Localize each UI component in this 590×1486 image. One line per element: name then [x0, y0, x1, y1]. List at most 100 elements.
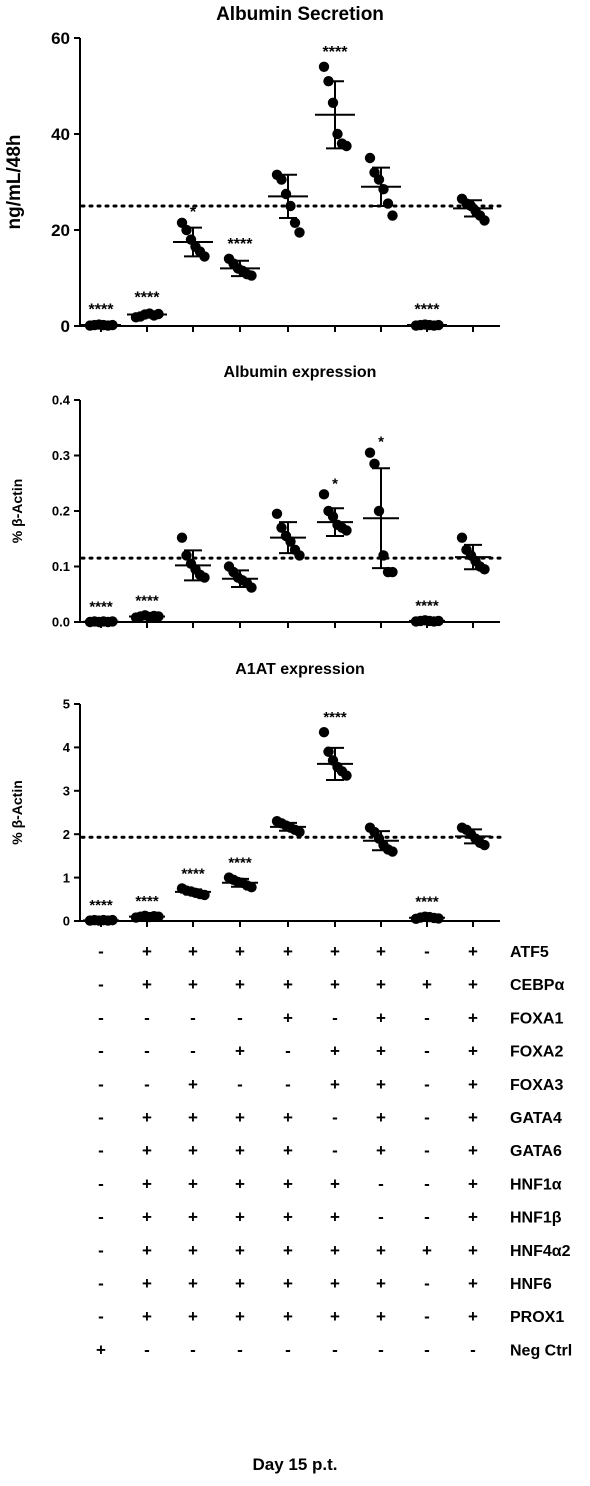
- data-point: [289, 217, 301, 228]
- group-8: ****: [409, 894, 445, 925]
- factor-row: - + + + + - + - + GATA6: [98, 1141, 562, 1160]
- group-6: ****: [315, 44, 355, 152]
- data-point: [332, 128, 343, 140]
- plus-mark: +: [188, 1174, 198, 1193]
- plus-mark: +: [468, 1042, 478, 1061]
- significance-label: ****: [181, 865, 205, 882]
- factor-row: - - - - + - + - + FOXA1: [98, 1008, 563, 1027]
- plus-mark: +: [468, 1108, 478, 1127]
- plus-mark: +: [376, 1042, 386, 1061]
- group-9: [453, 193, 493, 226]
- data-point: [318, 61, 330, 72]
- minus-mark: -: [378, 1208, 384, 1227]
- plus-mark: +: [330, 1042, 340, 1061]
- data-point: [181, 224, 192, 236]
- minus-mark: -: [424, 1340, 430, 1359]
- plus-mark: +: [188, 1274, 198, 1293]
- plus-mark: +: [235, 1307, 245, 1326]
- plus-mark: +: [188, 1075, 198, 1094]
- plus-mark: +: [283, 1241, 293, 1260]
- data-point: [246, 881, 257, 893]
- footer-label: Day 15 p.t.: [252, 1455, 337, 1474]
- minus-mark: -: [98, 1075, 104, 1094]
- plus-mark: +: [188, 1307, 198, 1326]
- plus-mark: +: [235, 1108, 245, 1127]
- plus-mark: +: [468, 1208, 478, 1227]
- data-point: [199, 251, 210, 262]
- plus-mark: +: [188, 1208, 198, 1227]
- group-4: ****: [220, 236, 260, 281]
- data-point: [294, 550, 305, 561]
- data-point: [276, 174, 287, 185]
- minus-mark: -: [98, 1042, 104, 1061]
- factor-row: - + + + + - + - + GATA4: [98, 1108, 562, 1127]
- factor-label: HNF1β: [510, 1210, 562, 1227]
- factor-row: - + + + + + + + + CEBPα: [98, 975, 564, 994]
- factor-label: PROX1: [510, 1309, 564, 1326]
- plus-mark: +: [330, 1274, 340, 1293]
- minus-mark: -: [424, 1208, 430, 1227]
- plus-mark: +: [188, 942, 198, 961]
- plus-mark: +: [188, 1108, 198, 1127]
- y-tick-label: 1: [63, 870, 70, 885]
- minus-mark: -: [237, 1075, 243, 1094]
- chart-title: Albumin Secretion: [216, 4, 384, 25]
- y-axis-label: ng/mL/48h: [4, 134, 25, 229]
- group-2: ****: [127, 290, 167, 323]
- factor-row: - + + + + + + + + HNF4α2: [98, 1241, 570, 1260]
- plus-mark: +: [235, 975, 245, 994]
- data-point: [318, 727, 330, 738]
- plus-mark: +: [235, 942, 245, 961]
- minus-mark: -: [98, 1241, 104, 1260]
- significance-label: *: [332, 475, 338, 492]
- significance-label: ****: [89, 302, 115, 319]
- significance-label: ****: [415, 302, 441, 319]
- plus-mark: +: [283, 1008, 293, 1027]
- significance-label: ****: [89, 598, 113, 615]
- factor-matrix: - + + + + + + - + ATF5 - + + + + + + + + CEBPα - - - - + - + - + FOXA…: [96, 942, 572, 1359]
- minus-mark: -: [237, 1340, 243, 1359]
- group-2: ****: [129, 592, 165, 623]
- factor-row: - + + + + + - - + HNF1β: [98, 1208, 562, 1227]
- data-point: [378, 550, 389, 561]
- data-point: [341, 770, 352, 781]
- minus-mark: -: [144, 1042, 150, 1061]
- data-point: [456, 532, 468, 543]
- data-point: [479, 215, 490, 226]
- plus-mark: +: [376, 975, 386, 994]
- plus-mark: +: [235, 1274, 245, 1293]
- data-point: [246, 582, 257, 593]
- minus-mark: -: [98, 1174, 104, 1193]
- minus-mark: -: [190, 1008, 196, 1027]
- plus-mark: +: [468, 1008, 478, 1027]
- data-point: [479, 839, 490, 851]
- minus-mark: -: [332, 1108, 338, 1127]
- panel-a1at-expression: A1AT expression % β-Actin 0 1 2 3 4 5 **** **** **…: [9, 661, 502, 929]
- data-point: [181, 550, 192, 561]
- data-point: [382, 198, 394, 209]
- data-point: [341, 525, 352, 536]
- plus-mark: +: [235, 1042, 245, 1061]
- factor-row: + - - - - - - - - Neg Ctrl: [96, 1340, 572, 1359]
- minus-mark: -: [144, 1340, 150, 1359]
- data-point: [285, 200, 296, 212]
- y-tick-label: 0.1: [52, 559, 70, 574]
- minus-mark: -: [424, 1174, 430, 1193]
- minus-mark: -: [424, 1108, 430, 1127]
- data-point: [378, 184, 389, 195]
- plus-mark: +: [468, 942, 478, 961]
- significance-label: ****: [415, 597, 439, 614]
- y-tick-label: 5: [63, 697, 70, 712]
- data-point: [327, 97, 339, 109]
- significance-label: *: [378, 434, 384, 451]
- minus-mark: -: [98, 1141, 104, 1160]
- plus-mark: +: [376, 1108, 386, 1127]
- group-3: [175, 532, 211, 583]
- data-point: [318, 489, 330, 500]
- minus-mark: -: [424, 1075, 430, 1094]
- group-8: ****: [409, 597, 445, 627]
- data-point: [387, 210, 398, 221]
- factor-label: ATF5: [510, 944, 549, 961]
- group-6: ****: [317, 709, 353, 781]
- group-1: ****: [81, 302, 121, 331]
